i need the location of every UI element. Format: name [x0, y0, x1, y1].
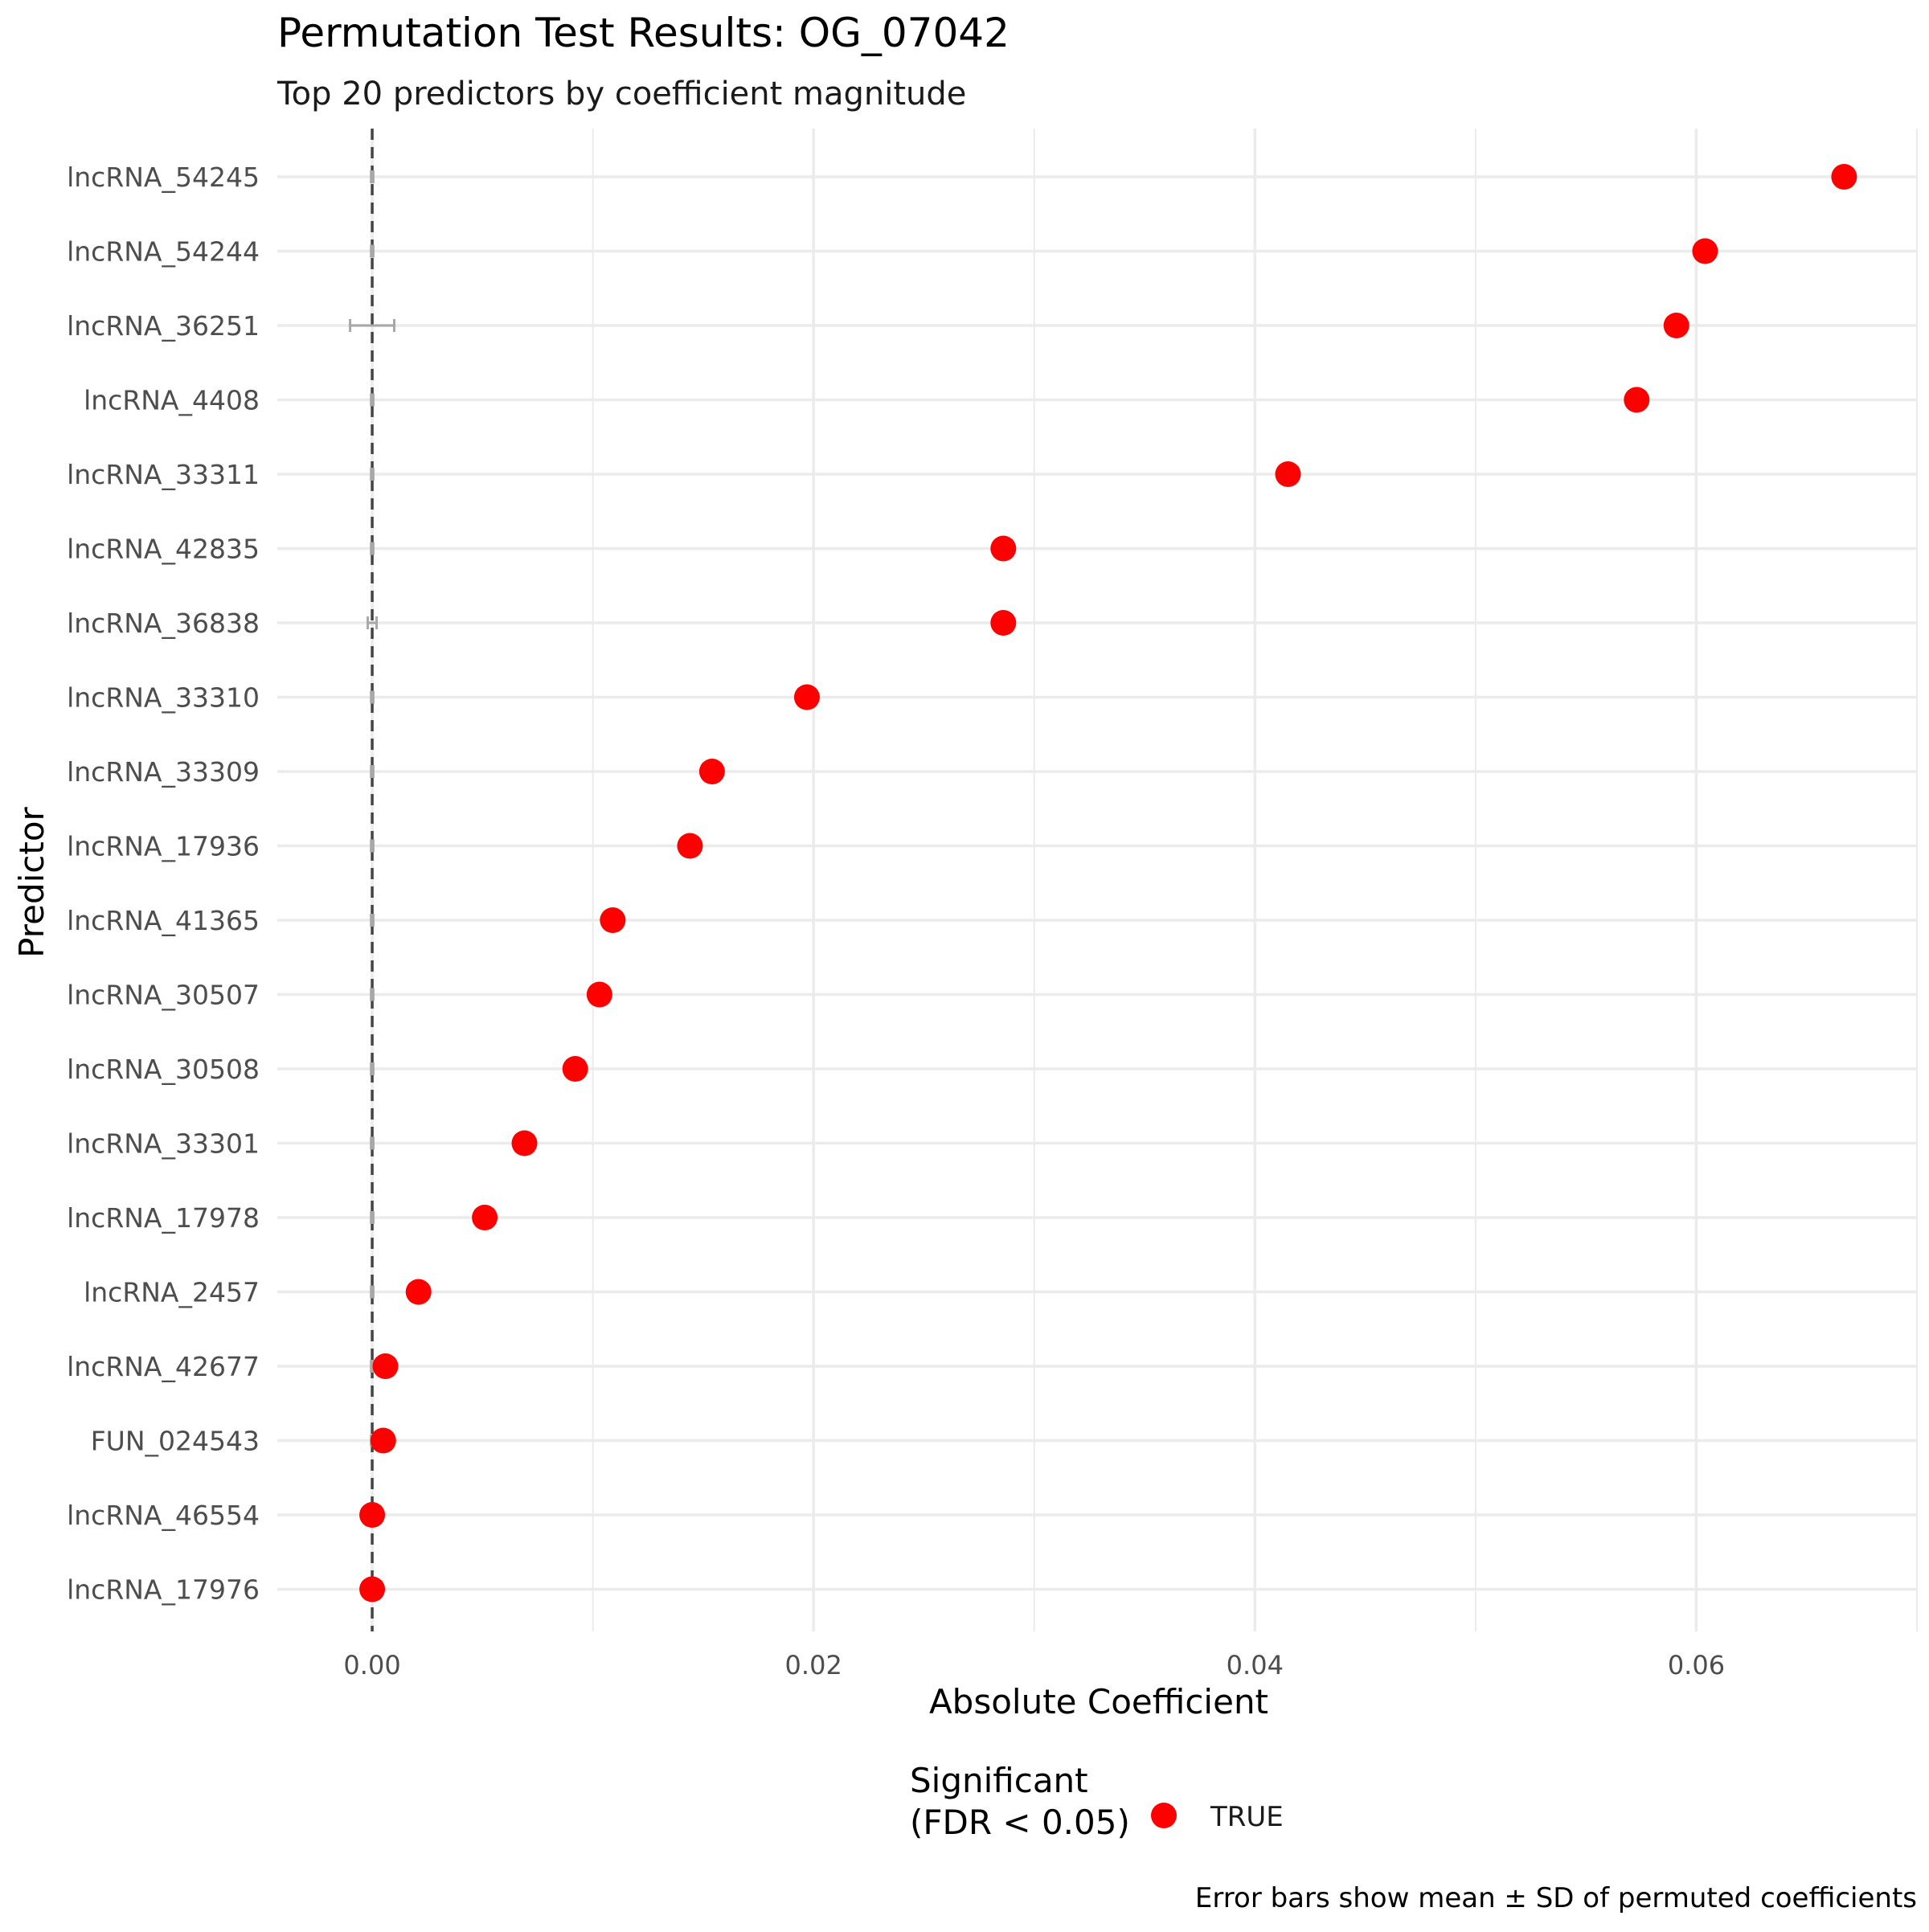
data-point — [359, 1502, 386, 1528]
data-point — [1624, 387, 1650, 413]
errorbar — [349, 319, 396, 332]
point-layer — [359, 164, 1857, 1602]
chart-caption: Error bars show mean ± SD of permuted co… — [1195, 1882, 1917, 1914]
data-point — [1663, 313, 1689, 338]
data-point — [472, 1205, 498, 1230]
chart-subtitle: Top 20 predictors by coefficient magnitu… — [276, 76, 966, 113]
x-tick-label: 0.02 — [785, 1650, 842, 1680]
errorbar — [370, 765, 375, 778]
y-tick-label: lncRNA_33310 — [67, 682, 260, 714]
errorbar — [370, 988, 375, 1001]
y-tick-label: lncRNA_33309 — [67, 756, 260, 788]
data-point — [1692, 238, 1718, 264]
errorbar — [367, 616, 379, 629]
x-tick-label: 0.00 — [343, 1650, 400, 1680]
y-tick-label: lncRNA_30508 — [67, 1054, 260, 1085]
x-axis-label: Absolute Coefficient — [929, 1682, 1268, 1721]
data-point — [359, 1576, 386, 1602]
data-point — [586, 981, 612, 1008]
data-point — [793, 684, 820, 710]
y-tick-label: lncRNA_17976 — [67, 1574, 260, 1606]
data-point — [600, 907, 626, 933]
y-tick-label: lncRNA_33301 — [67, 1128, 260, 1160]
errorbar — [370, 244, 375, 258]
x-tick-labels: 0.00 0.02 0.04 0.06 — [343, 1650, 1725, 1680]
x-tick-label: 0.04 — [1227, 1650, 1284, 1680]
data-point — [990, 535, 1017, 562]
y-tick-label: lncRNA_42677 — [67, 1351, 260, 1382]
y-tick-label: lncRNA_30507 — [67, 980, 260, 1011]
errorbar — [370, 914, 375, 927]
data-point — [562, 1056, 588, 1082]
errorbar — [370, 393, 375, 407]
y-axis-label: Predictor — [12, 806, 51, 957]
y-tick-label: lncRNA_4408 — [84, 385, 260, 416]
data-point — [372, 1353, 399, 1379]
errorbar — [370, 690, 375, 704]
legend-title-line2: (FDR < 0.05) — [910, 1803, 1130, 1842]
errorbar — [370, 468, 375, 481]
data-point — [1831, 164, 1857, 190]
y-tick-label: lncRNA_17978 — [67, 1202, 260, 1234]
y-tick-label: lncRNA_54245 — [67, 162, 260, 193]
y-tick-label: lncRNA_54244 — [67, 236, 260, 268]
y-tick-labels: lncRNA_54245 lncRNA_54244 lncRNA_36251 lncR… — [67, 162, 260, 1606]
data-point — [677, 833, 703, 859]
y-tick-label: lncRNA_33311 — [67, 459, 260, 490]
errorbar — [370, 1285, 375, 1299]
y-tick-label: lncRNA_36251 — [67, 310, 260, 342]
legend-key-point — [1151, 1803, 1177, 1828]
y-tick-label: lncRNA_41365 — [67, 905, 260, 936]
x-tick-label: 0.06 — [1668, 1650, 1725, 1680]
errorbar — [370, 839, 375, 853]
errorbar — [370, 542, 375, 555]
y-tick-label: lncRNA_2457 — [84, 1277, 260, 1308]
data-point — [405, 1279, 432, 1305]
data-point — [370, 1427, 396, 1454]
y-tick-label: lncRNA_36838 — [67, 608, 260, 639]
errorbar — [370, 170, 375, 183]
data-point — [511, 1130, 538, 1156]
data-point — [1275, 461, 1301, 487]
data-point — [990, 610, 1017, 636]
legend: Significant (FDR < 0.05) TRUE — [910, 1761, 1284, 1842]
errorbar — [370, 1211, 375, 1224]
legend-entry-label: TRUE — [1210, 1801, 1284, 1833]
y-tick-label: FUN_024543 — [91, 1426, 260, 1457]
y-tick-label: lncRNA_42835 — [67, 534, 260, 565]
data-point — [698, 759, 725, 784]
legend-title-line1: Significant — [910, 1761, 1088, 1800]
errorbar — [370, 1062, 375, 1075]
chart-title: Permutation Test Results: OG_07042 — [277, 10, 1010, 56]
y-tick-label: lncRNA_46554 — [67, 1500, 260, 1531]
y-tick-label: lncRNA_17936 — [67, 831, 260, 862]
errorbar — [370, 1136, 375, 1150]
grid-layer — [277, 129, 1918, 1631]
